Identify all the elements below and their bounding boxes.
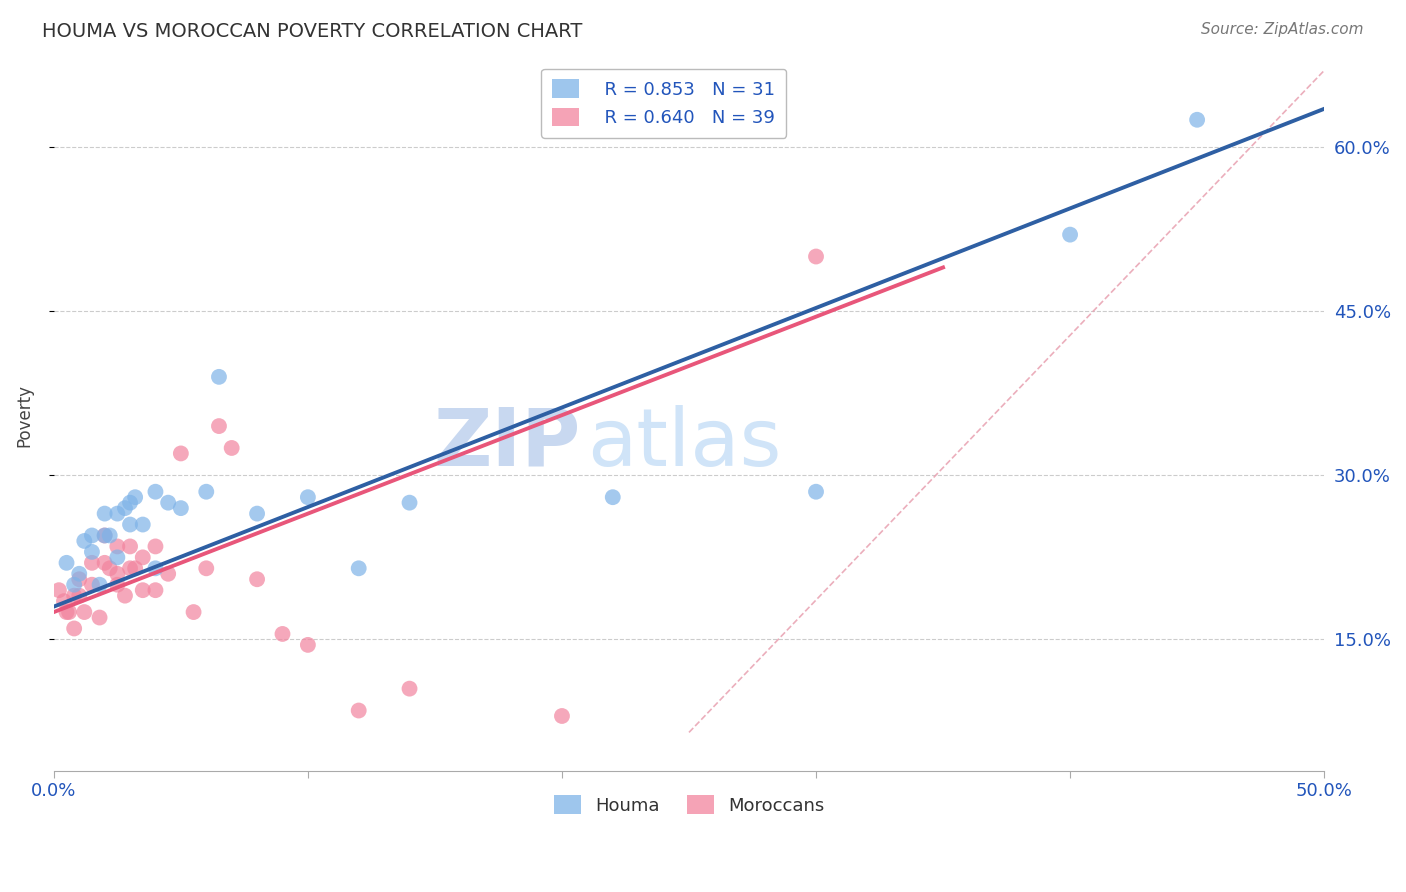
Legend: Houma, Moroccans: Houma, Moroccans (543, 785, 835, 826)
Point (73, 605, 96, 619)
Point (132, 517, 155, 532)
Point (93, 528, 115, 542)
Point (63, 622, 86, 636)
Point (1059, 227, 1081, 242)
Text: ZIP: ZIP (434, 405, 581, 483)
Point (98, 561, 121, 575)
Point (183, 605, 205, 619)
Point (105, 550, 128, 565)
Point (1185, 112, 1208, 127)
Point (118, 561, 141, 575)
Point (114, 589, 136, 603)
Point (804, 484, 827, 499)
Point (145, 484, 167, 499)
Point (114, 501, 136, 516)
Point (93, 507, 115, 521)
Point (297, 490, 319, 504)
Point (208, 369, 231, 384)
Point (55, 556, 77, 570)
Point (63, 589, 86, 603)
Point (145, 540, 167, 554)
Point (118, 540, 141, 554)
Point (98, 528, 121, 542)
Point (157, 496, 180, 510)
Point (67, 589, 90, 603)
Point (80, 556, 103, 570)
Y-axis label: Poverty: Poverty (15, 384, 32, 447)
Point (89, 578, 111, 592)
Point (80, 578, 103, 592)
Point (63, 578, 86, 592)
Point (208, 419, 231, 434)
Point (132, 550, 155, 565)
Point (157, 566, 180, 581)
Text: atlas: atlas (588, 405, 782, 483)
Point (124, 490, 146, 504)
Point (398, 496, 420, 510)
Point (246, 572, 269, 586)
Point (221, 441, 243, 455)
Point (67, 566, 90, 581)
Point (398, 681, 420, 696)
Point (551, 709, 574, 723)
Text: HOUMA VS MOROCCAN POVERTY CORRELATION CHART: HOUMA VS MOROCCAN POVERTY CORRELATION CH… (42, 22, 582, 41)
Point (246, 507, 269, 521)
Point (105, 566, 128, 581)
Point (105, 578, 128, 592)
Point (55, 605, 77, 619)
Point (118, 517, 141, 532)
Point (195, 484, 218, 499)
Point (170, 446, 193, 460)
Point (93, 556, 115, 570)
Point (195, 561, 218, 575)
Point (347, 561, 370, 575)
Point (89, 610, 111, 624)
Point (132, 583, 155, 598)
Point (145, 583, 167, 598)
Point (80, 545, 103, 559)
Point (118, 496, 141, 510)
Point (271, 627, 294, 641)
Point (124, 561, 146, 575)
Point (67, 572, 90, 586)
Point (297, 638, 319, 652)
Text: Source: ZipAtlas.com: Source: ZipAtlas.com (1201, 22, 1364, 37)
Point (93, 528, 115, 542)
Point (80, 528, 103, 542)
Point (48, 583, 70, 598)
Point (602, 490, 624, 504)
Point (105, 507, 128, 521)
Point (170, 501, 193, 516)
Point (105, 540, 128, 554)
Point (347, 704, 370, 718)
Point (53, 594, 76, 608)
Point (58, 605, 80, 619)
Point (73, 533, 96, 548)
Point (804, 250, 827, 264)
Point (145, 561, 167, 575)
